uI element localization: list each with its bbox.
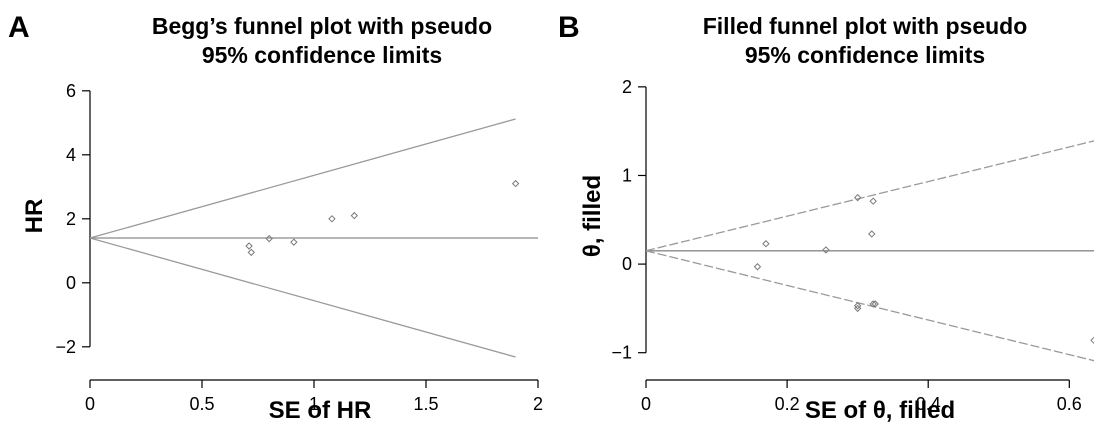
panel-b-x-tick-label: 0.6 [1057,394,1082,414]
panel-b-y-tick-label: −1 [611,343,632,363]
panel-b-letter: B [558,11,580,44]
panel-a-y-axis-label: HR [21,199,48,234]
panel-a-x-tick-label: 0.5 [189,394,214,414]
panel-b-study-point [822,246,830,254]
panel-b-study-point [762,240,770,248]
panel-b-x-axis-label: SE of θ, filled [805,397,955,424]
panel-b-y-tick-label: 1 [622,165,632,185]
panel-b-x-tick-label: 0.2 [775,394,800,414]
panel-a-x-axis-label: SE of HR [269,397,372,424]
panel-a-study-point [247,248,255,257]
panel-b-study-point [853,193,862,202]
panel-b-y-tick-label: 2 [622,77,632,97]
panel-b-study-point [853,302,862,310]
panel-a-x-tick-label: 1.5 [413,394,438,414]
panel-b-confidence-limit-upper [645,140,1094,252]
panel-b-x-tick-label: 0 [641,394,651,414]
panel-a-y-tick-label: 0 [66,273,76,293]
panel-a-y-tick-label: 6 [66,81,76,101]
panel-a-x-tick-label: 0 [85,394,95,414]
panel-a-x-tick-label: 2 [533,394,543,414]
panel-a-x-tick-label: 1 [309,394,319,414]
panel-a-y-tick-label: 2 [66,209,76,229]
panel-b-title-line-2: 95% confidence limits [745,42,985,68]
panel-a-y-tick-label: −2 [55,337,76,357]
panel-a-title-line-1: Begg’s funnel plot with pseudo [152,13,492,39]
panel-b-study-point [871,300,879,308]
panel-a-plot-area: −2 0 2 4 6 0 0.5 1 1.5 2 [55,81,543,414]
panel-b-plot-area: −1 0 1 2 0 0.2 0.4 0.6 [611,77,1094,414]
panel-a-study-point [350,211,359,220]
panel-a-confidence-limit-lower [89,237,516,358]
panel-a-confidence-limit-upper [89,118,516,239]
panel-a-study-point [245,242,253,250]
panel-a-chart: A Begg’s funnel plot with pseudo 95% con… [8,11,543,424]
panel-b-study-point [868,230,876,238]
panel-b-study-point [869,197,877,205]
panel-a-title-line-2: 95% confidence limits [202,42,442,68]
panel-a-study-point [328,215,336,223]
panel-b-y-axis-label: θ, filled [579,175,606,257]
panel-b-x-tick-label: 0.4 [916,394,941,414]
panel-b-confidence-limit-lower [645,250,1094,362]
panel-b-study-point [853,304,862,313]
panel-b-y-tick-label: 0 [622,254,632,274]
panel-b-title-line-1: Filled funnel plot with pseudo [703,13,1028,39]
panel-b-study-point [869,300,877,308]
panel-b-study-point [1090,336,1094,345]
panel-a-letter: A [8,11,30,44]
panel-a-study-point [511,179,520,188]
panel-b-study-point [753,263,762,271]
panel-b-chart: B Filled funnel plot with pseudo 95% con… [558,11,1094,424]
panel-a-y-tick-label: 4 [66,145,76,165]
panel-a-study-point [265,234,273,243]
panel-a-study-point [290,238,298,246]
